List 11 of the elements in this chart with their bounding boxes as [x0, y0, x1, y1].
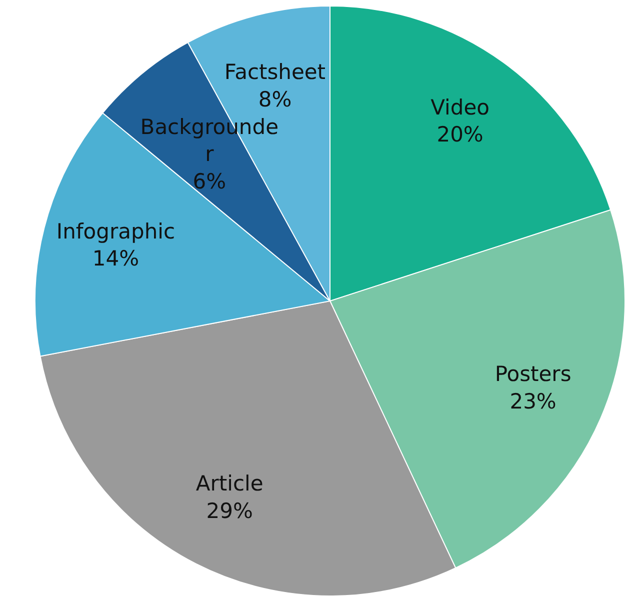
data-label: 20% — [436, 122, 484, 146]
slice-label: Infographic — [56, 219, 176, 244]
slice-label: Posters — [494, 362, 572, 386]
slice-label: Article — [196, 471, 264, 496]
data-label: 29% — [206, 498, 253, 523]
data-label: 8% — [258, 87, 292, 112]
slice-label: Factsheet — [224, 60, 326, 84]
slice-label: Video — [430, 95, 490, 120]
data-label: 6% — [192, 169, 226, 194]
data-label: 23% — [510, 389, 556, 414]
data-label: 14% — [92, 246, 140, 270]
